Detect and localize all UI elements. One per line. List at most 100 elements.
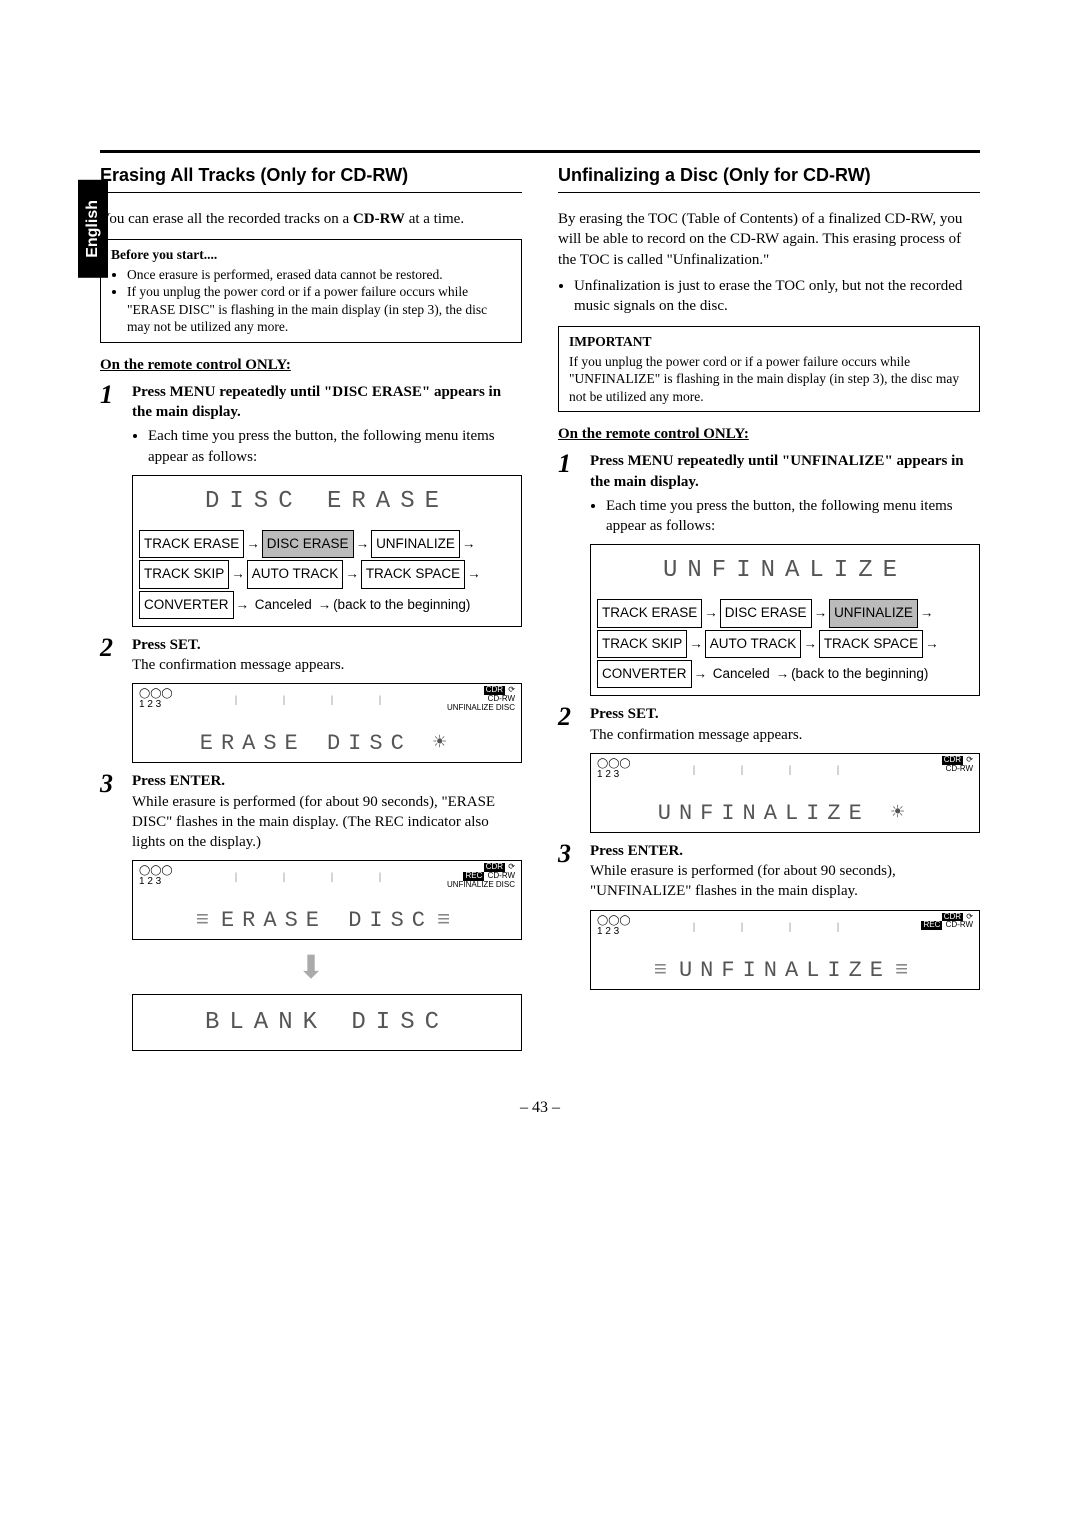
right-step-3: 3 Press ENTER. While erasure is performe…	[558, 841, 980, 902]
rec-badge: REC	[921, 921, 942, 930]
cdrw-label: CD-RW	[946, 764, 973, 773]
intro-pre: You can erase all the recorded tracks on…	[100, 211, 353, 227]
step2-lead: Press SET.	[590, 706, 659, 722]
arrow-icon: →	[704, 605, 718, 620]
menu-item: DISC ERASE	[262, 530, 354, 558]
menu-item: AUTO TRACK	[705, 630, 802, 658]
arrow-icon: →	[231, 566, 245, 581]
step-number-2: 2	[558, 704, 582, 730]
right-heading-rule	[558, 192, 980, 193]
intro-bold: CD-RW	[353, 211, 405, 227]
left-column: Erasing All Tracks (Only for CD-RW) You …	[100, 165, 522, 1059]
menu-item: DISC ERASE	[720, 599, 812, 627]
step1-lead: Press MENU repeatedly until "UNFINALIZE"…	[590, 453, 964, 489]
unfinalize-label: UNFINALIZE DISC	[447, 703, 515, 712]
lcd-text: BLANK DISC	[133, 1005, 521, 1040]
arrow-icon: →	[920, 605, 934, 620]
right-column: Unfinalizing a Disc (Only for CD-RW) By …	[558, 165, 980, 1059]
arrow-icon: →	[462, 536, 476, 551]
language-tab: English	[78, 180, 108, 278]
step-number-3: 3	[558, 841, 582, 867]
manual-page: English Erasing All Tracks (Only for CD-…	[0, 40, 1080, 1177]
arrow-icon: →	[236, 597, 250, 612]
left-step-3: 3 Press ENTER. While erasure is performe…	[100, 771, 522, 852]
step2-lead: Press SET.	[132, 637, 201, 653]
left-step-1: 1 Press MENU repeatedly until "DISC ERAS…	[100, 382, 522, 467]
important-title: IMPORTANT	[569, 333, 969, 351]
page-number: – 43 –	[100, 1099, 980, 1117]
step1-note: Each time you press the button, the foll…	[148, 426, 522, 467]
down-arrow-icon: ⬇	[100, 948, 522, 986]
right-step-2: 2 Press SET. The confirmation message ap…	[558, 704, 980, 745]
menu-flow: TRACK ERASE→DISC ERASE→UNFINALIZE→TRACK …	[139, 529, 515, 620]
step2-text: The confirmation message appears.	[590, 727, 802, 743]
cdrw-label: CD-RW	[946, 920, 973, 929]
arrow-icon: →	[356, 536, 370, 551]
arrow-icon: →	[318, 597, 332, 612]
arrow-icon: →	[925, 636, 939, 651]
left-panel-confirm: ◯◯◯1 2 3 CDR ⟳ CD-RW UNFINALIZE DISC | |…	[132, 683, 522, 763]
arrow-icon: →	[689, 636, 703, 651]
arrow-icon: →	[776, 666, 790, 681]
left-step-2: 2 Press SET. The confirmation message ap…	[100, 635, 522, 676]
menu-item: TRACK SPACE	[361, 560, 465, 588]
arrow-icon: →	[467, 566, 481, 581]
step3-lead: Press ENTER.	[590, 843, 683, 859]
step3-lead: Press ENTER.	[132, 773, 225, 789]
right-bullet1: Unfinalization is just to erase the TOC …	[574, 276, 980, 317]
step-number-1: 1	[100, 382, 124, 408]
right-step-1: 1 Press MENU repeatedly until "UNFINALIZ…	[558, 451, 980, 536]
right-panel-flashing: ◯◯◯1 2 3 CDR ⟳ REC CD-RW | | | | UNFINAL…	[590, 910, 980, 990]
before-start-box: Before you start.... Once erasure is per…	[100, 239, 522, 343]
panel-text: UNFINALIZE ☀	[591, 800, 979, 826]
intro-post: at a time.	[405, 211, 464, 227]
remote-only-label: On the remote control ONLY:	[100, 357, 522, 374]
arrow-icon: →	[345, 566, 359, 581]
right-lcd-unfinalize: UNFINALIZE TRACK ERASE→DISC ERASE→UNFINA…	[590, 544, 980, 696]
left-heading: Erasing All Tracks (Only for CD-RW)	[100, 165, 522, 186]
disc-tray-icons: ◯◯◯1 2 3	[597, 758, 631, 780]
arrow-icon: →	[246, 536, 260, 551]
step3-text: While erasure is performed (for about 90…	[590, 863, 896, 899]
important-text: If you unplug the power cord or if a pow…	[569, 353, 969, 406]
menu-item: TRACK ERASE	[139, 530, 244, 558]
menu-item: TRACK ERASE	[597, 599, 702, 627]
remote-only-label: On the remote control ONLY:	[558, 426, 980, 443]
left-intro: You can erase all the recorded tracks on…	[100, 209, 522, 229]
top-rule	[100, 150, 980, 153]
step1-note: Each time you press the button, the foll…	[606, 496, 980, 537]
disc-tray-icons: ◯◯◯1 2 3	[139, 865, 173, 887]
unfinalize-label: UNFINALIZE DISC	[447, 880, 515, 889]
arrow-icon: →	[803, 636, 817, 651]
step-number-1: 1	[558, 451, 582, 477]
disc-tray-icons: ◯◯◯1 2 3	[139, 688, 173, 710]
left-lcd-blank-disc: BLANK DISC	[132, 994, 522, 1051]
left-heading-rule	[100, 192, 522, 193]
panel-badges: CDR ⟳ REC CD-RW UNFINALIZE DISC	[447, 863, 515, 889]
menu-item: UNFINALIZE	[829, 599, 918, 627]
panel-badges: CDR ⟳ CD-RW	[941, 756, 973, 774]
panel-badges: CDR ⟳ REC CD-RW	[920, 913, 973, 931]
step-number-3: 3	[100, 771, 124, 797]
panel-text: ERASE DISC ☀	[133, 730, 521, 756]
menu-item: AUTO TRACK	[247, 560, 344, 588]
two-columns: Erasing All Tracks (Only for CD-RW) You …	[100, 165, 980, 1059]
arrow-icon: →	[814, 605, 828, 620]
menu-item: TRACK SKIP	[139, 560, 229, 588]
right-panel-confirm: ◯◯◯1 2 3 CDR ⟳ CD-RW | | | | UNFINALIZE …	[590, 753, 980, 833]
left-panel-flashing: ◯◯◯1 2 3 CDR ⟳ REC CD-RW UNFINALIZE DISC…	[132, 860, 522, 940]
panel-text-flash: ERASE DISC	[133, 908, 521, 933]
arrow-icon: →	[694, 666, 708, 681]
step3-text: While erasure is performed (for about 90…	[132, 794, 495, 851]
left-lcd-disc-erase: DISC ERASE TRACK ERASE→DISC ERASE→UNFINA…	[132, 475, 522, 627]
lcd-text: DISC ERASE	[139, 480, 515, 523]
before-bullet: Once erasure is performed, erased data c…	[127, 266, 511, 284]
cdrw-label: CD-RW	[488, 871, 515, 880]
panel-text-flash: UNFINALIZE	[591, 958, 979, 983]
menu-item: CONVERTER	[597, 660, 692, 688]
step2-text: The confirmation message appears.	[132, 657, 344, 673]
right-heading: Unfinalizing a Disc (Only for CD-RW)	[558, 165, 980, 186]
before-bullet: If you unplug the power cord or if a pow…	[127, 283, 511, 336]
right-para1: By erasing the TOC (Table of Contents) o…	[558, 209, 980, 270]
menu-item: TRACK SKIP	[597, 630, 687, 658]
